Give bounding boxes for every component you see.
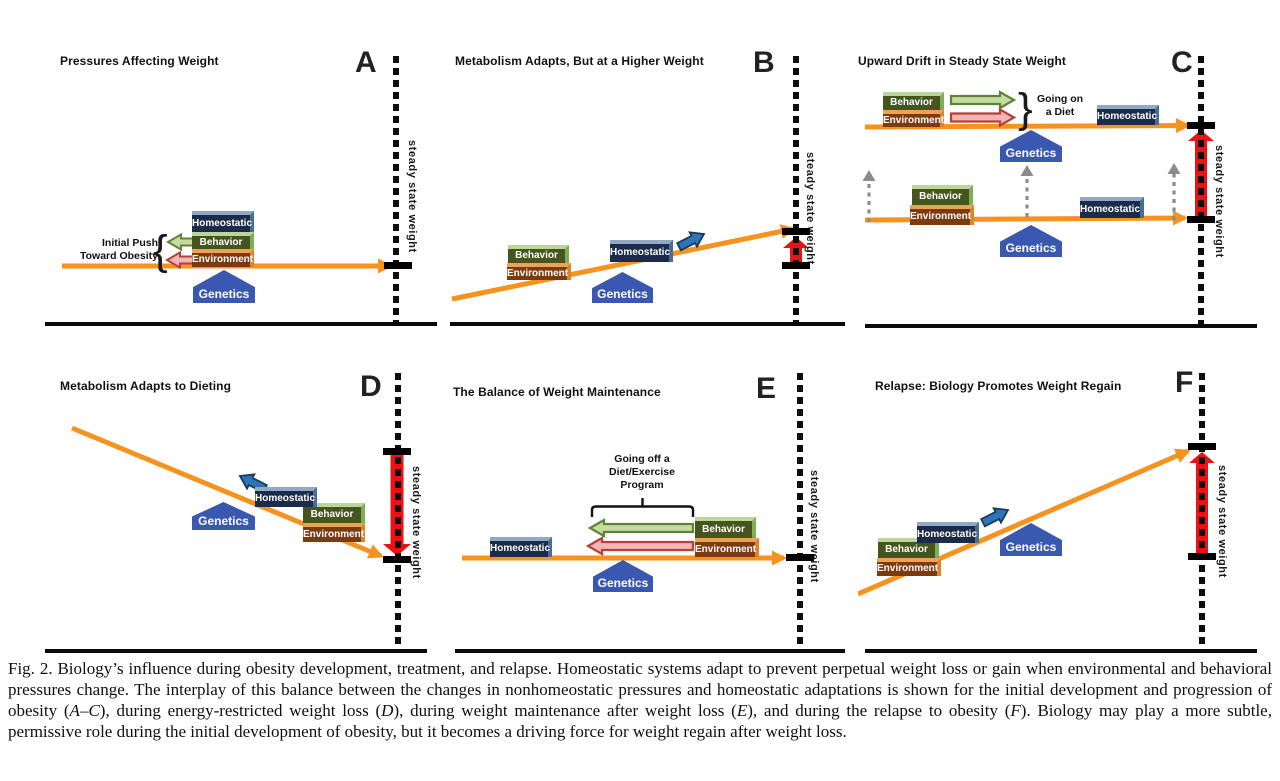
steady-state-dashed-line <box>395 373 401 650</box>
weight-trajectory-line <box>451 224 796 302</box>
upper-steady-state-tick <box>1188 443 1216 450</box>
upward-drift-arrowhead-left <box>862 170 876 181</box>
upward-drift-arrowhead-right <box>1167 163 1181 174</box>
upper-steady-state-tick <box>383 448 411 455</box>
homeostatic-box: Homeostatic <box>255 487 317 507</box>
initial-push-annotation: Initial Push Toward Obesity <box>68 237 158 263</box>
homeostatic-adaptation-arrow-blue <box>980 507 1010 528</box>
off-diet-behavior-arrow-green <box>587 518 695 538</box>
steady-state-dashed-line <box>793 56 799 323</box>
annotation-line-3: Program <box>620 479 664 491</box>
environment-box: Environment <box>695 538 759 557</box>
behavior-box: Behavior <box>303 503 365 523</box>
panel-letter: F <box>1175 366 1194 399</box>
behavior-box: Behavior <box>695 517 756 538</box>
annotation-brace: } <box>1018 85 1033 132</box>
panel-title: The Balance of Weight Maintenance <box>453 385 661 399</box>
annotation-line-2: a Diet <box>1045 106 1075 118</box>
environment-box-lower: Environment <box>910 205 974 225</box>
upper-steady-state-tick <box>1187 122 1215 129</box>
baseline-axis <box>865 649 1257 653</box>
annotation-line-2: Toward Obesity <box>80 250 158 262</box>
panel-title: Metabolism Adapts to Dieting <box>60 379 232 393</box>
upward-drift-arrowhead-middle <box>1020 165 1034 176</box>
behavior-box-lower: Behavior <box>912 185 973 205</box>
panel-c: Upward Drift in Steady State Weight C st… <box>858 30 1280 330</box>
homeostatic-box: Homeostatic <box>917 522 979 543</box>
steady-state-dashed-line <box>393 56 399 322</box>
panel-title: Metabolism Adapts, But at a Higher Weigh… <box>455 54 704 68</box>
steady-state-dashed-line <box>1199 373 1205 650</box>
behavior-push-arrow-green <box>165 232 195 252</box>
environment-box: Environment <box>507 263 571 280</box>
steady-state-weight-label: steady state weight <box>410 466 422 579</box>
steady-state-dashed-line <box>1198 56 1204 324</box>
environment-box-upper: Environment <box>883 110 944 127</box>
steady-state-weight-label: steady state weight <box>1216 465 1228 578</box>
panel-letter: D <box>360 370 382 403</box>
panel-f: Relapse: Biology Promotes Weight Regain … <box>858 360 1280 662</box>
off-diet-environment-arrow-red <box>585 536 695 556</box>
behavior-box: Behavior <box>508 245 569 263</box>
steady-state-tick <box>384 262 412 269</box>
behavior-box: Behavior <box>878 538 939 558</box>
panel-e: The Balance of Weight Maintenance E stea… <box>450 360 855 662</box>
panel-title: Pressures Affecting Weight <box>60 54 219 68</box>
panel-b: Metabolism Adapts, But at a Higher Weigh… <box>450 30 855 330</box>
homeostatic-box: Homeostatic <box>610 240 673 262</box>
panel-letter: B <box>753 46 775 79</box>
steady-state-weight-label: steady state weight <box>808 470 820 583</box>
panel-title: Upward Drift in Steady State Weight <box>858 54 1066 68</box>
annotation-line-1: Initial Push <box>101 237 158 249</box>
baseline-axis <box>45 649 427 653</box>
annotation-bracket <box>590 498 695 517</box>
steady-state-dashed-line <box>797 373 803 650</box>
upper-steady-state-tick <box>782 228 810 235</box>
steady-state-weight-label: steady state weight <box>804 152 816 265</box>
panel-letter: E <box>756 372 777 405</box>
homeostatic-adaptation-arrow-blue <box>676 231 706 252</box>
homeostatic-box-lower: Homeostatic <box>1080 197 1144 218</box>
baseline-axis <box>45 322 437 326</box>
baseline-axis <box>455 649 845 653</box>
environment-box: Environment <box>877 558 941 576</box>
behavior-box: Behavior <box>192 232 254 249</box>
going-off-diet-annotation: Going off a Diet/Exercise Program <box>602 453 682 492</box>
baseline-axis <box>450 322 845 326</box>
annotation-line-2: Diet/Exercise <box>609 466 675 478</box>
steady-state-weight-label: steady state weight <box>406 140 418 253</box>
lower-steady-state-tick <box>383 556 411 563</box>
behavior-box-upper: Behavior <box>883 92 944 110</box>
figure-caption: Fig. 2. Biology’s influence during obesi… <box>8 659 1272 741</box>
panel-a: Pressures Affecting Weight A steady stat… <box>40 30 440 330</box>
annotation-line-1: Going off a <box>614 453 670 465</box>
panel-letter: A <box>355 46 377 79</box>
lower-steady-state-tick <box>1187 216 1215 223</box>
homeostatic-box: Homeostatic <box>192 211 254 232</box>
diet-environment-arrow-red <box>949 107 1017 128</box>
annotation-brace: { <box>153 227 168 274</box>
panel-e-shapes <box>462 498 787 566</box>
baseline-axis <box>865 324 1257 328</box>
lower-steady-state-tick <box>782 262 810 269</box>
annotation-line-1: Going on <box>1036 93 1084 105</box>
panel-title: Relapse: Biology Promotes Weight Regain <box>875 379 1122 393</box>
homeostatic-box: Homeostatic <box>490 537 552 557</box>
steady-state-tick <box>786 554 814 561</box>
lower-steady-state-tick <box>1188 553 1216 560</box>
going-on-a-diet-annotation: Going on a Diet <box>1030 93 1090 119</box>
environment-box: Environment <box>303 523 365 542</box>
environment-box: Environment <box>192 249 254 267</box>
steady-state-weight-label: steady state weight <box>1213 145 1225 258</box>
diet-behavior-arrow-green <box>949 90 1017 110</box>
homeostatic-box-upper: Homeostatic <box>1097 105 1159 125</box>
panel-letter: C <box>1171 46 1193 79</box>
panel-b-shapes <box>451 224 809 302</box>
panel-d: Metabolism Adapts to Dieting D steady st… <box>40 360 440 662</box>
